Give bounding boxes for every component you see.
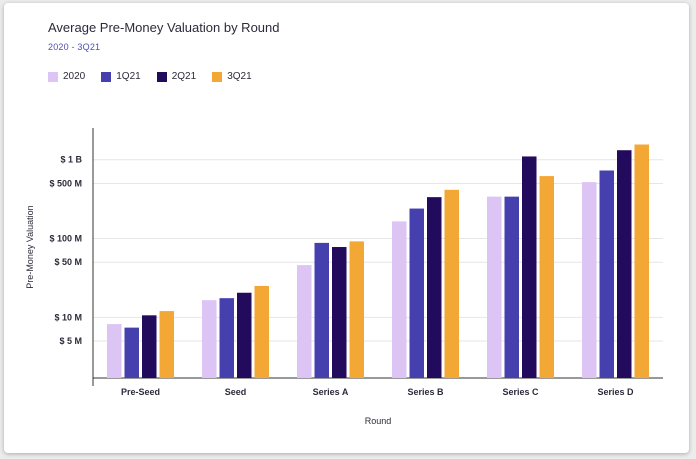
- bar-pre-seed-2020: [107, 324, 122, 378]
- x-tick-label: Series C: [502, 387, 539, 397]
- x-tick-label: Seed: [225, 387, 247, 397]
- legend-item-1q21[interactable]: 1Q21: [101, 71, 141, 82]
- y-tick-label: $ 10 M: [54, 312, 82, 322]
- legend-swatch-3q21: [212, 71, 223, 82]
- y-axis-label: Pre-Money Valuation: [25, 205, 35, 288]
- legend-label-3q21: 3Q21: [227, 71, 252, 82]
- x-tick-label: Pre-Seed: [121, 387, 160, 397]
- bar-seed-2020: [202, 300, 217, 378]
- bar-series-a-3q21: [349, 241, 364, 378]
- bar-series-b-3q21: [444, 189, 459, 378]
- bar-series-d-2q21: [617, 150, 632, 378]
- legend-label-2020: 2020: [63, 71, 86, 82]
- chart-subtitle: 2020 - 3Q21: [48, 42, 101, 52]
- y-tick-label: $ 100 M: [49, 234, 82, 244]
- legend-swatch-2020: [48, 71, 58, 82]
- x-tick-label: Series B: [407, 387, 444, 397]
- y-tick-label: $ 1 B: [60, 155, 82, 165]
- bar-series-d-1q21: [599, 170, 614, 378]
- x-axis-label: Round: [365, 416, 392, 426]
- legend: 2020 1Q21 2Q21 3Q21: [48, 71, 252, 82]
- bar-pre-seed-2q21: [142, 315, 157, 378]
- bar-series-c-2020: [487, 196, 502, 378]
- x-tick-label: Series A: [313, 387, 349, 397]
- bar-series-d-3q21: [634, 144, 649, 378]
- legend-swatch-2q21: [156, 71, 167, 82]
- legend-label-2q21: 2Q21: [171, 71, 197, 82]
- bar-series-a-1q21: [314, 242, 329, 378]
- bar-pre-seed-3q21: [159, 311, 174, 378]
- bar-pre-seed-1q21: [124, 327, 139, 378]
- bar-series-a-2020: [297, 265, 312, 378]
- bar-series-a-2q21: [332, 247, 347, 378]
- bar-series-b-2q21: [427, 197, 442, 378]
- bar-series-c-3q21: [539, 176, 554, 378]
- y-tick-label: $ 50 M: [54, 257, 82, 267]
- bar-seed-2q21: [237, 292, 252, 378]
- bar-seed-1q21: [219, 298, 234, 378]
- y-tick-label: $ 5 M: [59, 336, 82, 346]
- legend-item-3q21[interactable]: 3Q21: [212, 71, 252, 82]
- bar-series-c-2q21: [522, 156, 537, 378]
- y-tick-label: $ 500 M: [49, 178, 82, 188]
- x-tick-label: Series D: [597, 387, 634, 397]
- legend-item-2020[interactable]: 2020: [48, 71, 85, 82]
- legend-label-1q21: 1Q21: [116, 71, 141, 82]
- bar-series-b-1q21: [409, 208, 424, 378]
- chart-title: Average Pre-Money Valuation by Round: [48, 20, 280, 35]
- bar-seed-3q21: [254, 285, 269, 378]
- bar-series-d-2020: [582, 182, 597, 378]
- bar-series-b-2020: [392, 221, 407, 378]
- bar-series-c-1q21: [504, 196, 519, 378]
- legend-swatch-1q21: [101, 71, 112, 82]
- legend-item-2q21[interactable]: 2Q21: [156, 71, 197, 82]
